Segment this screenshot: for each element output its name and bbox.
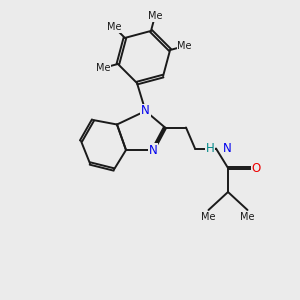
Text: Me: Me (177, 41, 192, 51)
Text: Me: Me (240, 212, 255, 221)
Text: Me: Me (96, 63, 111, 73)
Text: Me: Me (201, 212, 216, 221)
Text: N: N (223, 142, 231, 155)
Text: N: N (141, 104, 150, 118)
Text: N: N (148, 143, 158, 157)
Text: H: H (206, 142, 214, 155)
Text: O: O (252, 161, 261, 175)
Text: Me: Me (148, 11, 162, 21)
Text: Me: Me (107, 22, 122, 32)
